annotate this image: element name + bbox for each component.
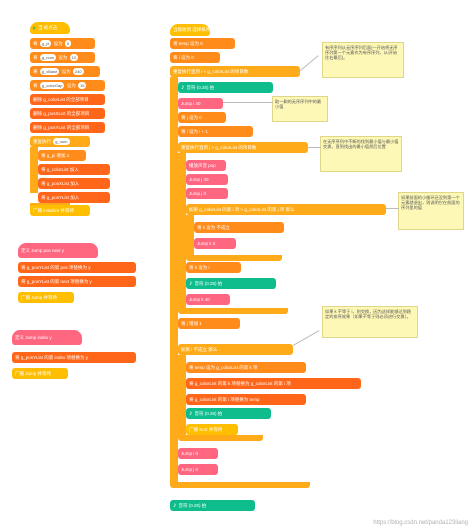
broadcast-sort-block[interactable]: 广播 Sort 并等待 bbox=[186, 424, 238, 435]
outer-loop-end bbox=[170, 482, 310, 488]
delete-all-block[interactable]: 删除 g_posXList 的全部项目 bbox=[30, 108, 105, 119]
value-input[interactable]: 10 bbox=[69, 54, 78, 62]
add-to-list-block[interactable]: 将 g_posXList 加入 bbox=[38, 178, 110, 189]
comment-connector bbox=[298, 55, 319, 73]
if-swap-end bbox=[178, 435, 263, 441]
broadcast-initialize-block[interactable]: 广播 initialize 并等待 bbox=[30, 205, 90, 216]
repeat-body bbox=[30, 147, 40, 193]
if-swap-block[interactable]: 如果 i 不成立 那么 bbox=[178, 344, 293, 355]
watermark: https://blog.csdn.net/panda123liang bbox=[373, 520, 468, 526]
replace-item-block[interactable]: 将 g_colorList 的第 k 项替换为 g_colorList 的第 i… bbox=[186, 378, 361, 389]
if-block[interactable]: 如果 g_colorList 的第 i 项 > g_colorList 的第 j… bbox=[186, 204, 386, 215]
set-var-block-3[interactable]: 将 g_xBase 设为 240 bbox=[30, 66, 100, 77]
set-j-block[interactable]: 将 j 设为 0 bbox=[178, 112, 226, 123]
set-i-block[interactable]: 将 i 设为 0 bbox=[170, 52, 220, 63]
define-jump-hat[interactable]: 定义 Jump pos next y bbox=[18, 243, 98, 258]
comment-connector bbox=[293, 330, 320, 346]
var-dropdown[interactable]: g_pi bbox=[39, 40, 52, 48]
jump-call-block[interactable]: Jump k 0 bbox=[194, 238, 236, 249]
play-sound-block[interactable]: 播放声音 pop bbox=[186, 160, 226, 171]
add-to-list-block[interactable]: 将 g_colorList 加入 bbox=[38, 164, 110, 175]
green-flag-icon bbox=[33, 25, 36, 30]
var-dropdown[interactable]: g_num bbox=[39, 54, 56, 62]
comment-note[interactable]: 在无序序列中不断的找到最小值与最小值交换，直到找出的最小值然后位置 bbox=[320, 136, 402, 172]
var-dropdown[interactable]: g_colorGap bbox=[39, 82, 65, 90]
set-var-block-4[interactable]: 将 g_colorGap 设为 15 bbox=[30, 80, 105, 91]
replace-item-block[interactable]: 将 g_posYList 的第 index 项替换为 y bbox=[12, 352, 136, 363]
play-note-block[interactable]: ♪ 音符 (0.25) 拍 bbox=[170, 500, 255, 511]
jump-call-block[interactable]: Jump i 40 bbox=[178, 98, 223, 109]
replace-item-block[interactable]: 将 g_posYList 的第 next 项替换为 y bbox=[18, 276, 136, 287]
set-temp-block[interactable]: 将 temp 设为 g_colorList 的第 k 项 bbox=[186, 362, 306, 373]
var-dropdown[interactable]: g_xBase bbox=[39, 68, 60, 76]
inner-repeat-until-block[interactable]: 重复执行直到 j > g_colorList 的项目数 bbox=[178, 142, 308, 153]
jump-call-block[interactable]: Jump j 0 bbox=[178, 464, 218, 475]
repeat-count-input[interactable]: g_num bbox=[53, 138, 70, 146]
play-note-block[interactable]: ♪ 音符 (0.25) 拍 bbox=[186, 408, 271, 419]
broadcast-jump-block[interactable]: 广播 Jump 并等待 bbox=[12, 368, 68, 379]
value-input[interactable]: 240 bbox=[72, 68, 84, 76]
change-var-block[interactable]: 将 g_pi 增加 1 bbox=[38, 150, 86, 161]
define-jump-hat[interactable]: 定义 Jump index y bbox=[12, 330, 82, 345]
delete-all-block[interactable]: 删除 g_posYList 的全部项目 bbox=[30, 122, 105, 133]
add-to-list-block[interactable]: 将 g_posYList 加入 bbox=[38, 192, 110, 203]
comment-connector bbox=[307, 147, 321, 148]
jump-call-block[interactable]: Jump k 40 bbox=[186, 294, 230, 305]
if-end bbox=[186, 255, 282, 261]
music-note-icon: ♪ bbox=[189, 410, 193, 418]
delete-all-block[interactable]: 删除 g_colorList 的全部项目 bbox=[30, 94, 105, 105]
set-j-expr-block[interactable]: 将 i 设为 i + 1 bbox=[178, 126, 253, 137]
jump-call-block[interactable]: Jump j 0 bbox=[186, 188, 228, 199]
when-receive-hat[interactable]: 当接收到 选择排序 bbox=[170, 24, 210, 36]
inner-loop-end bbox=[178, 308, 288, 314]
repeat-block[interactable]: 重复执行 g_num bbox=[30, 136, 90, 147]
set-var-block-2[interactable]: 将 g_num 设为 10 bbox=[30, 52, 95, 63]
set-temp-block[interactable]: 将 temp 设为 0 bbox=[170, 38, 235, 49]
comment-connector bbox=[223, 102, 273, 103]
jump-call-block[interactable]: Jump j 40 bbox=[186, 174, 228, 185]
value-input[interactable]: 15 bbox=[77, 82, 87, 90]
replace-item-block[interactable]: 将 g_colorList 的第 i 项替换为 temp bbox=[186, 394, 306, 405]
replace-item-block[interactable]: 将 g_posYList 的第 pos 项替换为 y bbox=[18, 262, 136, 273]
music-note-icon: ♪ bbox=[181, 84, 185, 92]
set-var-block-1[interactable]: 将 g_pi 设为 0 bbox=[30, 38, 95, 49]
play-note-block[interactable]: ♪ 音符 (0.25) 拍 bbox=[186, 278, 276, 289]
comment-note[interactable]: 取一剩的无序序列中的最小值 bbox=[272, 96, 328, 122]
broadcast-jump-block[interactable]: 广播 Jump 并等待 bbox=[18, 292, 74, 303]
comment-note[interactable]: 如果前面的小循环还没到第一个元素就退出，则说明它在前面的序列里的值 bbox=[398, 192, 464, 230]
change-j-block[interactable]: 将 j 增加 1 bbox=[178, 318, 240, 329]
outer-loop-body bbox=[170, 77, 180, 482]
comment-connector bbox=[385, 208, 399, 209]
set-k-block[interactable]: 将 k 设为 不成立 bbox=[194, 222, 284, 233]
music-note-icon: ♪ bbox=[173, 502, 177, 510]
repeat-until-block[interactable]: 重复执行直到 i < g_colorList 的项目数 bbox=[170, 66, 300, 77]
jump-call-block[interactable]: Jump i 0 bbox=[178, 448, 218, 459]
inner-loop-body bbox=[178, 153, 188, 308]
value-input[interactable]: 0 bbox=[64, 40, 72, 48]
comment-note[interactable]: 有序序列从无序序列后面(一开始将无序序列第一个元素作为有序序列，从i开始往右最后… bbox=[322, 42, 404, 78]
when-flag-clicked-hat[interactable]: 当 被点击 bbox=[30, 22, 70, 34]
music-note-icon: ♪ bbox=[189, 280, 193, 288]
if-swap-body bbox=[178, 355, 188, 435]
comment-note[interactable]: 如果 k 不等于 i，则交换，因为这样能够达到稳定的排序效果（如果不等于则必须进… bbox=[322, 306, 418, 338]
set-k-block[interactable]: 将 k 设为 i bbox=[186, 262, 241, 273]
play-note-block[interactable]: ♪ 音符 (0.25) 拍 bbox=[178, 82, 273, 93]
if-body bbox=[186, 215, 196, 255]
